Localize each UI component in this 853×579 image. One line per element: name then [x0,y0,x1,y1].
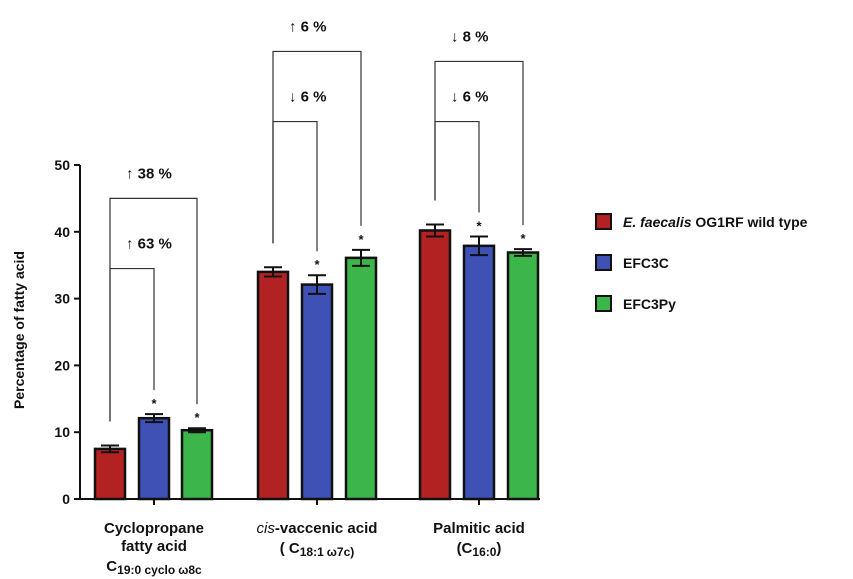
error-bar-1-2 [352,248,370,267]
error-bar-2-0 [426,223,444,238]
formula-base: ( C [280,540,300,557]
category-name-text: -vaccenic acid [275,520,378,537]
category-name: cis-vaccenic acid [257,520,378,537]
legend-label-text: OG1RF wild type [692,214,808,230]
legend-swatch [595,254,612,271]
chart-legend: E. faecalis OG1RF wild type EFC3C EFC3Py [595,213,808,312]
y-tick-label: 50 [54,157,70,173]
legend-label-text: EFC3Py [623,296,676,312]
category-label: cis-vaccenic acid ( C18:1 ω7c) [257,520,378,559]
formula-base: (C [457,540,473,557]
bar-0-1 [137,416,171,501]
y-tick-label: 20 [54,357,70,373]
bar-2-0 [418,229,452,501]
significance-bracket [109,267,155,422]
significance-star: * [314,257,320,272]
chart-annotations: ↑ 38 % ↑ 63 % ↑ 6 % ↓ 6 % ↓ 8 % ↓ 6 % [109,18,524,422]
bar-0-0 [93,447,127,501]
change-label: ↓ 6 % [289,89,327,106]
error-bar-2-1 [470,235,488,257]
error-bar-0-0 [101,444,119,454]
formula-sub: 19:0 cyclo [117,563,175,577]
legend-label: EFC3C [623,255,669,271]
chart-bars: * * * * * * [93,218,540,501]
bar-1-0 [256,270,290,501]
y-tick-label: 0 [62,491,70,507]
category-name: Cyclopropane [104,520,204,537]
formula-end: ) [496,540,501,557]
formula-sub: 18:1 [300,545,324,559]
category-formula: ( C18:1 ω7c) [280,540,355,559]
chart-axes: 0 10 20 30 40 50 Percentage of fatty acid Cyclo… [11,157,540,577]
formula-end: 7c) [337,545,354,559]
legend-label-italic: E. faecalis [623,214,692,230]
error-bar-2-2 [514,248,532,257]
bar-1-2 [344,256,378,501]
formula-greek: ω [178,563,188,577]
change-label: ↓ 6 % [451,89,489,106]
formula-sub: 16:0 [472,545,496,559]
bar-0-2 [180,428,214,501]
significance-star: * [476,218,482,233]
significance-star: * [520,231,526,246]
bar-1-1 [300,283,334,501]
legend-swatch [595,295,612,312]
formula-greek: ω [327,545,337,559]
error-bar-0-2 [188,427,206,434]
category-name-italic: cis [257,520,276,537]
legend-label: E. faecalis OG1RF wild type [623,214,808,230]
significance-star: * [358,232,364,247]
change-label: ↑ 63 % [126,236,172,253]
bar-2-1 [462,244,496,501]
y-tick-label: 40 [54,224,70,240]
significance-star: * [151,396,157,411]
legend-label: EFC3Py [623,296,676,312]
y-tick-label: 10 [54,424,70,440]
significance-bracket [272,120,318,252]
change-label: ↑ 38 % [126,165,172,182]
significance-star: * [194,410,200,425]
y-tick-label: 30 [54,291,70,307]
y-axis-title: Percentage of fatty acid [11,251,27,409]
bar-2-2 [506,251,540,501]
change-label: ↓ 8 % [451,28,489,45]
legend-swatch [595,213,612,230]
category-name-line2: fatty acid [121,538,187,555]
formula-end: 8c [188,563,202,577]
significance-bracket [434,120,480,213]
error-bar-0-1 [145,413,163,424]
error-bar-1-0 [264,266,282,278]
legend-label-text: EFC3C [623,255,669,271]
category-name-text: Cyclopropane [104,520,204,537]
error-bar-1-1 [308,274,326,295]
category-formula: (C16:0) [457,540,502,559]
formula-base: C [106,558,117,575]
category-name-text: Palmitic acid [433,520,525,537]
category-name: Palmitic acid [433,520,525,537]
category-label: Palmitic acid (C16:0) [433,520,525,559]
change-label: ↑ 6 % [289,18,327,35]
category-formula: C19:0 cyclo ω8c [106,558,202,577]
